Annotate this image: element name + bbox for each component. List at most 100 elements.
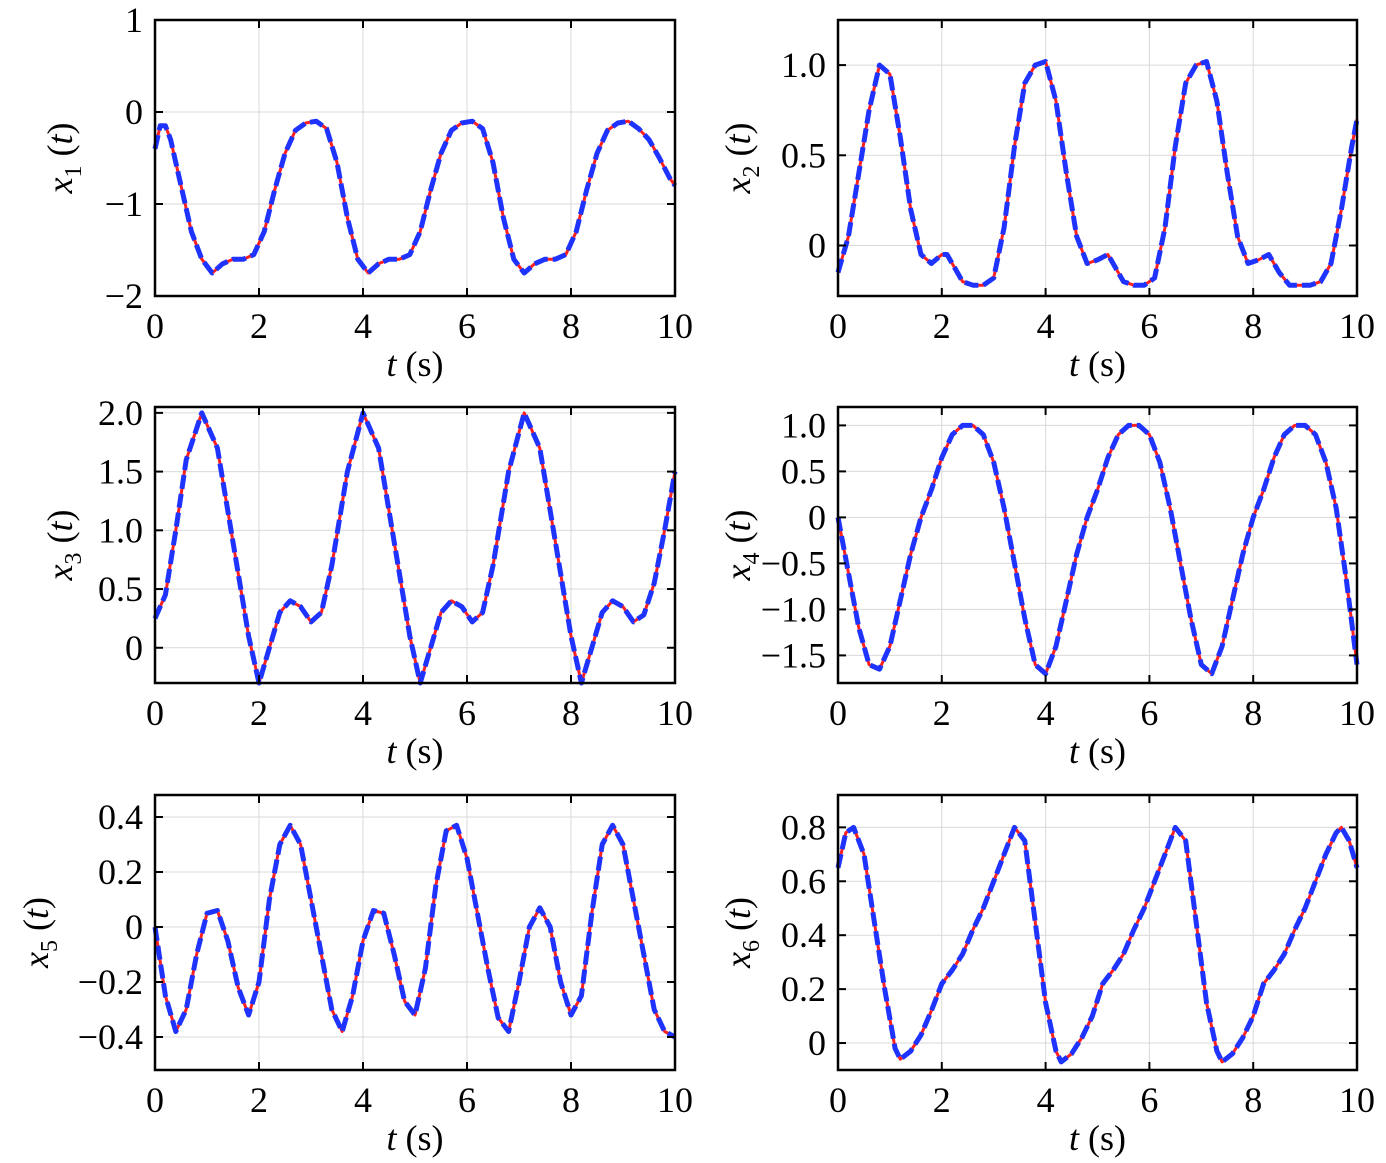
x-tick-label: 6 [1140, 306, 1158, 346]
x-tick-label: 10 [657, 1080, 693, 1120]
y-axis-label: x1 (t) [40, 123, 87, 195]
series-estimate-line [152, 410, 678, 686]
y-axis-label-arg: t [40, 134, 80, 145]
axes-frame [153, 793, 677, 1072]
y-tick-label: 0.5 [781, 135, 826, 175]
y-tick-label: −1 [105, 184, 143, 224]
y-axis-label-open: ( [40, 145, 80, 166]
y-axis-label-arg: t [16, 908, 56, 919]
x-axis-label-unit: (s) [1079, 731, 1126, 771]
y-axis-label-close: ) [718, 123, 758, 135]
y-tick-label: 1.0 [781, 405, 826, 445]
x-tick-label: 8 [562, 306, 580, 346]
x-tick-label: 8 [1244, 1080, 1262, 1120]
y-axis-label-open: ( [718, 532, 758, 553]
y-axis-label-var: x [16, 952, 56, 969]
x-tick-label: 0 [829, 306, 847, 346]
x-tick-label: 2 [250, 306, 268, 346]
y-tick-label: 0.5 [98, 569, 143, 609]
x-tick-label: 4 [1037, 306, 1055, 346]
y-axis-label: x3 (t) [40, 510, 87, 582]
x-axis-label-unit: (s) [397, 1118, 444, 1158]
y-tick-label: 0 [808, 1023, 826, 1063]
y-axis-label-open: ( [40, 532, 80, 553]
y-axis-label-subscript: 4 [739, 553, 765, 565]
y-axis-label-subscript: 6 [739, 940, 765, 952]
y-axis-label-var: x [40, 565, 80, 582]
y-axis-label: x4 (t) [718, 510, 765, 582]
x-axis-label: t (s) [386, 344, 443, 384]
y-tick-label: 0.4 [98, 797, 143, 837]
series-reference-line [153, 119, 677, 275]
x-axis-label: t (s) [386, 1118, 443, 1158]
x-tick-label: 4 [354, 1080, 372, 1120]
y-axis-label: x2 (t) [718, 123, 765, 195]
x-tick-label: 2 [933, 693, 951, 733]
x-tick-label: 4 [1037, 693, 1055, 733]
y-tick-label: 1.5 [98, 452, 143, 492]
y-axis-label-subscript: 3 [61, 553, 87, 565]
y-axis-label-close: ) [40, 510, 80, 522]
x-tick-label: 10 [1339, 306, 1375, 346]
x-tick-label: 6 [458, 306, 476, 346]
x-axis-label-unit: (s) [397, 731, 444, 771]
y-axis-label-arg: t [718, 134, 758, 145]
y-axis-label-close: ) [16, 897, 56, 909]
y-tick-label: 0.4 [781, 915, 826, 955]
x-tick-label: 10 [657, 693, 693, 733]
y-tick-label: −0.5 [761, 543, 826, 583]
x-tick-label: 0 [146, 1080, 164, 1120]
axes-frame [836, 793, 1359, 1072]
x-axis-label-unit: (s) [1079, 344, 1126, 384]
x-tick-label: 4 [354, 306, 372, 346]
x-tick-label: 0 [829, 693, 847, 733]
y-tick-label: 2.0 [98, 393, 143, 433]
y-axis-label-close: ) [718, 897, 758, 909]
x-axis-label: t (s) [386, 731, 443, 771]
y-axis-label-close: ) [718, 510, 758, 522]
y-axis-label-var: x [718, 178, 758, 195]
x-tick-label: 6 [1140, 1080, 1158, 1120]
x-tick-label: 2 [250, 1080, 268, 1120]
x-axis-label-var: t [386, 1118, 397, 1158]
x-tick-label: 10 [1339, 1080, 1375, 1120]
y-tick-label: 0 [125, 92, 143, 132]
subplot-x4: 0 2 4 6 8 10−1.5−1.0−0.500.51.0t (s)x4 (t) [718, 405, 1375, 771]
x-axis-label-var: t [1069, 731, 1080, 771]
y-tick-label: 0.8 [781, 807, 826, 847]
y-axis-label: x6 (t) [718, 897, 765, 969]
y-axis-label-arg: t [40, 521, 80, 532]
y-tick-label: −0.4 [78, 1017, 143, 1057]
x-tick-label: 8 [562, 693, 580, 733]
y-tick-label: −1.0 [761, 589, 826, 629]
y-axis-label-var: x [40, 178, 80, 195]
series-estimate-line [835, 59, 1360, 288]
x-axis-label-unit: (s) [1079, 1118, 1126, 1158]
series-reference-line [836, 60, 1359, 287]
axes-frame [153, 18, 677, 298]
x-tick-label: 2 [933, 306, 951, 346]
x-axis-label-var: t [1069, 1118, 1080, 1158]
x-axis-label-unit: (s) [397, 344, 444, 384]
x-tick-label: 10 [1339, 693, 1375, 733]
x-axis-label-var: t [386, 731, 397, 771]
x-tick-label: 6 [1140, 693, 1158, 733]
series-estimate-line [152, 822, 677, 1040]
x-tick-label: 4 [354, 693, 372, 733]
x-tick-label: 8 [562, 1080, 580, 1120]
axes-frame [836, 18, 1359, 298]
y-axis-label-arg: t [718, 908, 758, 919]
x-tick-label: 8 [1244, 693, 1262, 733]
y-tick-label: −0.2 [78, 962, 143, 1002]
x-tick-label: 4 [1037, 1080, 1055, 1120]
y-tick-label: 0.2 [98, 852, 143, 892]
y-tick-label: 0.6 [781, 861, 826, 901]
x-tick-label: 0 [146, 306, 164, 346]
x-tick-label: 10 [657, 306, 693, 346]
x-axis-label-var: t [386, 344, 397, 384]
